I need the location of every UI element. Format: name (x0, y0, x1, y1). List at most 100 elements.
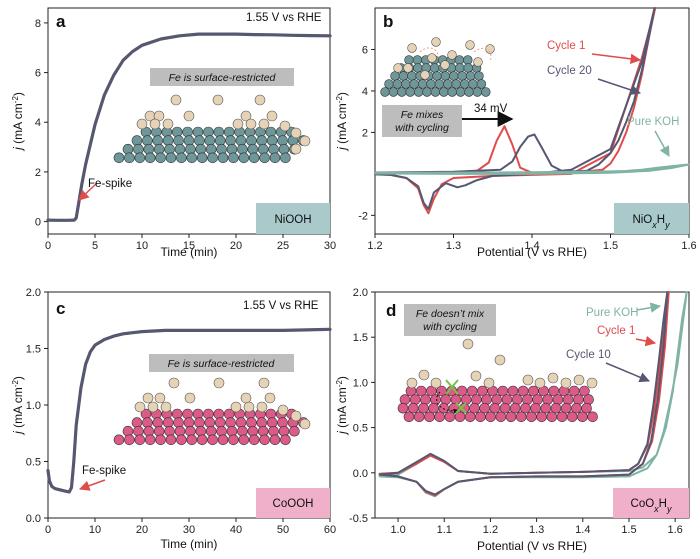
panel-a-ytick-label: 0 (35, 217, 41, 229)
panel-b-host-atom (465, 71, 476, 81)
panel-c-fe-atom (168, 377, 180, 389)
panel-b-ytick-label: 6 (362, 44, 368, 56)
panel-d-host-atom (542, 394, 554, 405)
panel-b-host-atom (463, 63, 473, 73)
panel-b-host-atom (413, 87, 424, 97)
panel-a-material-badge (256, 203, 330, 234)
panel-c-material-label: CoOOH (273, 498, 314, 510)
panel-d-caption-line1: Fe doesn’t mix (416, 308, 485, 320)
panel-d-host-atom (583, 394, 594, 405)
panel-c-fe-atom (147, 401, 159, 413)
panel-a-fe-atom (162, 118, 174, 130)
panel-d-cycle1-label: Cycle 1 (597, 325, 635, 337)
panel-c-xtick-label: 10 (89, 524, 101, 536)
panel-b-material-label: NiOxHy (632, 214, 670, 230)
panel-b-host-atom (405, 87, 415, 97)
panel-b-xtick-label: 1.6 (681, 240, 696, 252)
panel-d-lattice-illustration (397, 338, 598, 423)
panel-a-fe-atom (299, 135, 311, 147)
panel-a-xtick-label: 5 (92, 240, 98, 252)
panel-b-host-atom (457, 71, 467, 81)
panel-d-xtick-label: 1.2 (483, 524, 498, 536)
panel-b-xtick-label: 1.4 (524, 240, 539, 252)
panel-d: d 1.0 1.1 1.2 1.3 1.4 1.5 1.6 -0.5 0.0 0.5 1.0 1.5 2… (335, 287, 690, 553)
panel-c-fe-atom (264, 392, 276, 404)
panel-d-fe-atom (406, 377, 418, 389)
panel-d-fe-atom (462, 338, 474, 350)
panel-a-host-atom (113, 152, 125, 164)
panel-d-host-atom (444, 411, 456, 423)
panel-b-ytick-label: -2 (358, 210, 368, 222)
panel-b-letter: b (383, 12, 393, 31)
panel-d-host-atom (566, 411, 578, 423)
panel-c-host-atom (217, 434, 229, 446)
panel-b-fe-atom (427, 53, 437, 63)
panel-c-ytick-label: 0.0 (26, 513, 41, 525)
panel-d-host-atom (430, 394, 441, 405)
panel-c-fe-atom (243, 401, 255, 413)
panel-c-xtick-label: 40 (230, 524, 242, 536)
panel-d-purekoh-label: Pure KOH (586, 307, 638, 319)
panel-b-host-atom (426, 79, 436, 89)
panel-b-host-atom (397, 87, 407, 97)
panel-b-host-atom (432, 71, 442, 81)
panel-d-fe-atom (547, 372, 559, 384)
panel-b-host-atom (412, 55, 423, 65)
panel-b-ytick-label: 2 (362, 127, 368, 139)
panel-a-fe-atom (149, 118, 161, 130)
panel-a-fe-atom (290, 127, 302, 139)
panel-b-series-cycle-1 (374, 7, 657, 215)
panel-a-host-atom (186, 152, 198, 164)
panel-b-ytick-label: 4 (362, 86, 368, 98)
panel-a-fe-atom (232, 118, 244, 130)
panel-d-host-atom (562, 394, 574, 405)
panel-b-host-atom (390, 71, 400, 81)
panel-c-series-chronoamperometry-at-1-55-v (46, 327, 332, 494)
panel-a-fe-atom (279, 120, 291, 132)
panel-d-host-atom (526, 411, 537, 423)
panel-b-purekoh-label: Pure KOH (627, 116, 679, 128)
panel-d-host-atom (556, 411, 568, 423)
panel-c-lattice-illustration (113, 377, 311, 446)
panel-c-xtick-label: 60 (324, 524, 336, 536)
panel-c-fe-atom (213, 377, 225, 389)
panel-d-host-atom (397, 402, 409, 414)
panel-c-host-atom (196, 434, 208, 446)
panel-b-xtick-label: 1.3 (446, 240, 461, 252)
panel-d-purekoh-arrow (636, 302, 662, 313)
panel-b-fe-atom (407, 43, 417, 53)
panel-b-mixing-arc (419, 47, 439, 61)
panel-c-host-atom (259, 434, 270, 446)
panel-d-host-atom (587, 411, 598, 423)
panel-b-xtick-label: 1.2 (367, 240, 382, 252)
panel-b-host-atom (451, 79, 461, 89)
panel-d-host-atom (505, 411, 517, 423)
panel-b-host-atom (439, 87, 449, 97)
panel-a-xtick-label: 0 (45, 240, 51, 252)
panel-a-fe-atom (266, 110, 278, 122)
panel-d-ytick-label: -0.5 (349, 513, 368, 525)
panel-a: a 1.55 V vs RHE 0 5 10 15 20 25 30 0 2 4 6 8 j (mA … (11, 7, 336, 259)
panel-d-host-atom (511, 394, 523, 405)
panel-d-xtick-label: 1.0 (390, 524, 405, 536)
panel-a-caption: Fe is surface-restricted (169, 72, 277, 84)
panel-d-ytick-label: 2.0 (353, 287, 368, 299)
panel-b-mixing-arc (473, 47, 492, 63)
panel-a-host-atom (165, 152, 177, 164)
panel-d-cycle10-arrow (605, 362, 650, 383)
panel-c-letter: c (56, 299, 65, 318)
panel-b-host-atom (474, 71, 484, 81)
panel-b-host-atom (468, 79, 478, 89)
panel-c-xlabel: Time (min) (161, 537, 218, 551)
panel-d-letter: d (386, 301, 396, 320)
panel-d-frame (374, 291, 690, 519)
panel-a-xtick-label: 25 (277, 240, 289, 252)
panel-b-host-atom (472, 87, 483, 97)
panel-b-host-atom (429, 63, 440, 73)
panel-b-fe-atom (447, 50, 457, 60)
panel-b-host-atom (464, 87, 474, 97)
panel-c-host-atom (186, 434, 198, 446)
panel-a-fe-atom (245, 118, 257, 130)
panel-c-ylabel: j (mA cm-2) (11, 376, 26, 436)
